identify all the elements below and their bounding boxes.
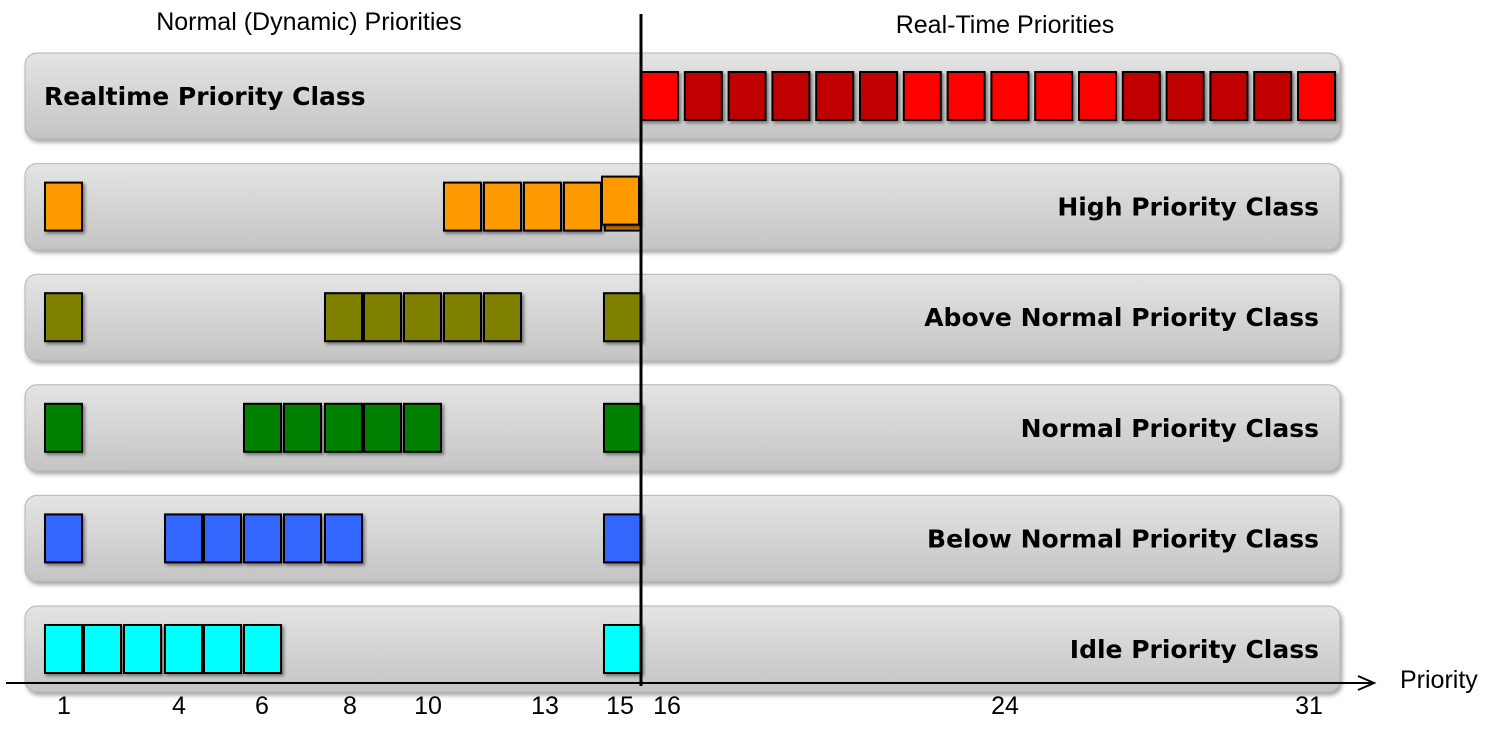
priority-class-rows: Realtime Priority Class High Priority Cla…: [24, 52, 1341, 693]
priority-level-boxes: [44, 71, 1336, 674]
priority-box-idle-2: [83, 624, 122, 674]
priority-box-above-normal-8: [324, 292, 363, 343]
priority-box-realtime-18: [727, 71, 767, 121]
tick-label-24: 24: [991, 692, 1019, 720]
priority-box-realtime-24: [990, 71, 1030, 121]
priority-box-idle-6: [243, 624, 282, 674]
priority-box-realtime-20: [815, 71, 855, 121]
priority-class-label: Realtime Priority Class: [44, 82, 366, 111]
realtime-priorities-header: Real-Time Priorities: [896, 11, 1115, 39]
priority-box-realtime-22: [902, 71, 942, 121]
priority-box-idle-4: [164, 624, 203, 674]
priority-box-normal-1: [44, 402, 83, 453]
priority-box-realtime-26: [1078, 71, 1117, 121]
priority-box-realtime-19: [771, 71, 811, 121]
priority-box-high-14: [563, 181, 602, 232]
tick-label-10: 10: [414, 692, 442, 720]
priority-box-high-1: [44, 181, 83, 232]
tick-label-1: 1: [57, 692, 71, 720]
priority-box-below-normal-5: [203, 513, 242, 564]
priority-class-row-normal: Normal Priority Class: [24, 384, 1341, 472]
priority-box-above-normal-1: [44, 292, 83, 343]
priority-class-row-idle: Idle Priority Class: [24, 605, 1341, 693]
priority-class-label: Idle Priority Class: [1070, 635, 1319, 664]
priority-box-realtime-31: [1297, 71, 1336, 121]
priority-box-realtime-16: [640, 71, 679, 121]
priority-box-idle-5: [203, 624, 242, 674]
priority-box-normal-6: [243, 402, 282, 453]
priority-box-high-11: [443, 181, 482, 232]
priority-box-normal-7: [283, 402, 322, 453]
priority-class-label: High Priority Class: [1057, 193, 1319, 222]
tick-label-6: 6: [255, 692, 269, 720]
tick-label-8: 8: [343, 692, 357, 720]
priority-box-idle-15: [603, 624, 642, 674]
tick-label-4: 4: [172, 692, 186, 720]
priority-box-above-normal-12: [483, 292, 522, 343]
priority-box-realtime-25: [1034, 71, 1074, 121]
priority-class-label: Above Normal Priority Class: [924, 303, 1319, 332]
priority-class-row-above-normal: Above Normal Priority Class: [24, 273, 1341, 361]
priority-axis: Priority: [6, 666, 1478, 694]
priority-box-realtime-27: [1121, 71, 1161, 121]
priority-box-below-normal-6: [243, 513, 282, 564]
priority-box-realtime-17: [683, 71, 723, 121]
row-background: [24, 163, 1341, 251]
priority-box-realtime-29: [1209, 71, 1249, 121]
priority-box-above-normal-10: [403, 292, 442, 343]
priority-box-high-15: [601, 175, 640, 226]
axis-tick-labels: 1 4 6 8 10 13 15 16 24 31: [57, 692, 1323, 720]
tick-label-13: 13: [531, 692, 559, 720]
priority-box-below-normal-1: [44, 513, 83, 564]
priority-box-above-normal-15: [603, 292, 642, 343]
tick-label-15: 15: [606, 692, 634, 720]
priority-box-realtime-21: [859, 71, 898, 121]
axis-arrow-icon: [1357, 675, 1377, 691]
priority-box-normal-8: [324, 402, 363, 453]
priority-box-high-13: [523, 181, 562, 232]
priority-box-below-normal-4: [164, 513, 203, 564]
priority-box-above-normal-11: [443, 292, 482, 343]
axis-label: Priority: [1400, 666, 1478, 694]
priority-box-above-normal-9: [363, 292, 402, 343]
priority-box-normal-9: [363, 402, 402, 453]
priority-class-label: Normal Priority Class: [1021, 414, 1319, 443]
priority-box-realtime-28: [1165, 71, 1205, 121]
tick-label-16: 16: [653, 692, 681, 720]
normal-priorities-header: Normal (Dynamic) Priorities: [156, 8, 462, 36]
priority-box-normal-15: [603, 402, 642, 453]
tick-label-31: 31: [1295, 692, 1323, 720]
priority-box-below-normal-15: [603, 513, 642, 564]
priority-box-below-normal-7: [283, 513, 322, 564]
priority-box-high-12: [483, 181, 522, 232]
priority-box-realtime-30: [1253, 71, 1293, 121]
row-background: [24, 605, 1341, 693]
priority-box-idle-1: [44, 624, 83, 674]
priority-box-idle-3: [123, 624, 162, 674]
priority-box-below-normal-8: [324, 513, 363, 564]
priority-box-realtime-23: [946, 71, 986, 121]
priority-box-normal-10: [403, 402, 442, 453]
priority-class-label: Below Normal Priority Class: [927, 524, 1319, 553]
priority-class-row-high: High Priority Class: [24, 163, 1341, 251]
